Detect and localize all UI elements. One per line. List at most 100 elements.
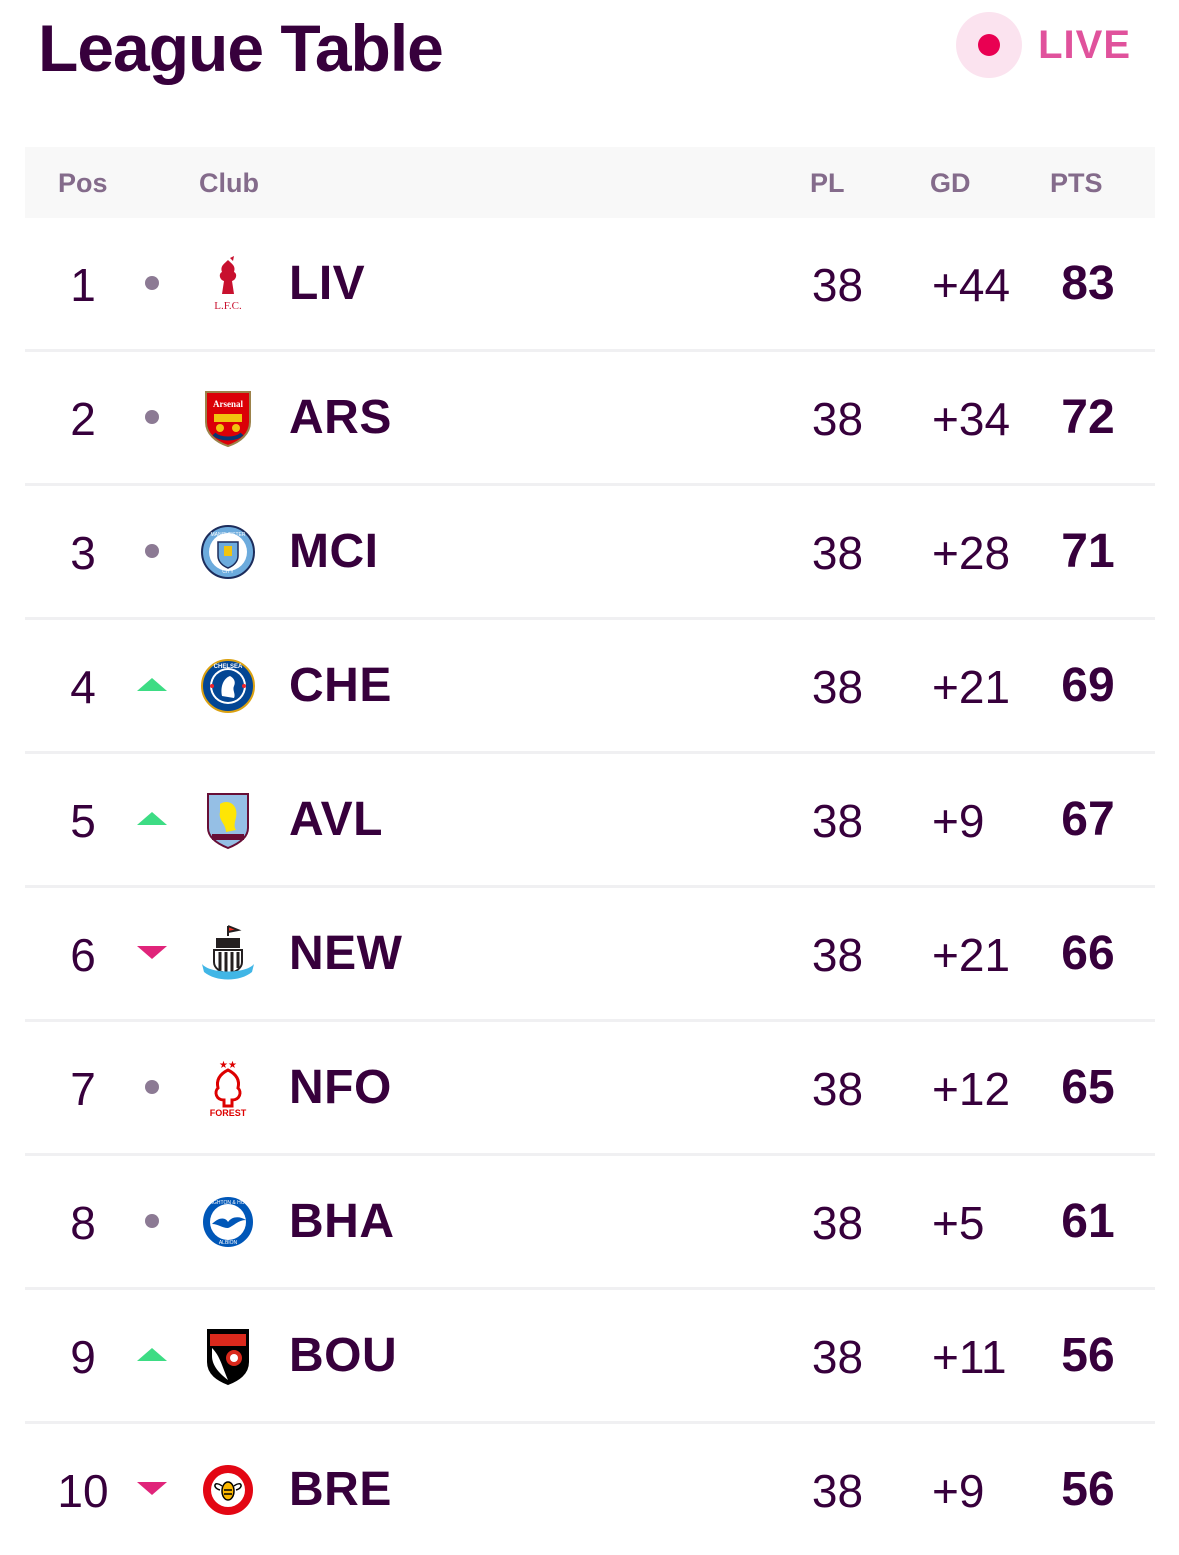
table-row[interactable]: 2 Arsenal ARS 38 +34 72 [25, 352, 1155, 486]
movement-same-icon [137, 273, 167, 293]
club-name[interactable]: AVL [289, 793, 383, 846]
column-header-gd[interactable]: GD [930, 168, 971, 198]
movement-same-icon [137, 407, 167, 427]
movement-down-icon [137, 943, 167, 963]
position: 6 [70, 929, 96, 981]
points: 56 [1061, 1463, 1115, 1516]
svg-text:CITY: CITY [222, 569, 234, 575]
brighton-crest-icon: BRIGHTON & HOVE ALBION [200, 1192, 256, 1252]
club-name[interactable]: BRE [289, 1463, 392, 1516]
position: 9 [70, 1331, 96, 1383]
goal-difference: +12 [932, 1063, 1011, 1115]
table-row[interactable]: 8 BRIGHTON & HOVE ALBION BHA 38 +5 61 [25, 1156, 1155, 1290]
played: 38 [811, 1465, 864, 1517]
column-header-pos[interactable]: Pos [58, 168, 108, 198]
svg-text:MANCHESTER: MANCHESTER [210, 532, 245, 538]
arsenal-crest-icon: Arsenal [200, 388, 256, 448]
position: 10 [57, 1465, 109, 1517]
club-name[interactable]: ARS [289, 391, 392, 444]
svg-text:FOREST: FOREST [210, 1108, 247, 1118]
live-label: LIVE [1038, 22, 1131, 67]
position: 2 [70, 393, 96, 445]
goal-difference: +11 [932, 1331, 1007, 1383]
movement-same-icon [137, 1211, 167, 1231]
aston-villa-crest-icon [200, 790, 256, 850]
chelsea-crest-icon: CHELSEA [200, 656, 256, 716]
points: 66 [1061, 927, 1115, 980]
forest-crest-icon: ★★ FOREST [200, 1058, 256, 1118]
points: 67 [1061, 793, 1115, 846]
svg-text:L.F.C.: L.F.C. [214, 300, 242, 312]
page-title: League Table [38, 11, 444, 85]
bournemouth-crest-icon [200, 1326, 256, 1386]
points: 65 [1061, 1061, 1115, 1114]
svg-text:★★: ★★ [219, 1060, 237, 1071]
position: 5 [70, 795, 96, 847]
club-name[interactable]: MCI [289, 525, 379, 578]
points: 72 [1061, 391, 1115, 444]
table-row[interactable]: 5 AVL 38 +9 67 [25, 754, 1155, 888]
goal-difference: +9 [932, 1465, 985, 1517]
table-row[interactable]: 7 ★★ FOREST NFO 38 +12 65 [25, 1022, 1155, 1156]
svg-text:ALBION: ALBION [219, 1240, 238, 1246]
newcastle-crest-icon [200, 924, 256, 984]
movement-same-icon [137, 541, 167, 561]
goal-difference: +21 [932, 929, 1011, 981]
table-header: Pos Club PL GD PTS [25, 147, 1155, 218]
played: 38 [811, 929, 864, 981]
club-name[interactable]: NEW [289, 927, 403, 980]
club-name[interactable]: CHE [289, 659, 392, 712]
goal-difference: +28 [932, 527, 1011, 579]
club-name[interactable]: BOU [289, 1329, 398, 1382]
points: 69 [1061, 659, 1115, 712]
played: 38 [811, 259, 864, 311]
played: 38 [811, 1063, 864, 1115]
liverpool-crest-icon: L.F.C. [200, 254, 256, 314]
movement-same-icon [137, 1077, 167, 1097]
position: 3 [70, 527, 96, 579]
position: 8 [70, 1197, 96, 1249]
position: 4 [70, 661, 96, 713]
position: 1 [70, 259, 96, 311]
column-header-pts[interactable]: PTS [1050, 168, 1103, 198]
goal-difference: +21 [932, 661, 1011, 713]
goal-difference: +5 [932, 1197, 985, 1249]
played: 38 [811, 795, 864, 847]
brentford-crest-icon [200, 1460, 256, 1520]
played: 38 [811, 1197, 864, 1249]
played: 38 [811, 393, 864, 445]
column-header-pl[interactable]: PL [810, 168, 845, 198]
movement-up-icon [137, 809, 167, 829]
table-row[interactable]: 4 CHELSEA CHE 38 +21 69 [25, 620, 1155, 754]
table-row[interactable]: 9 BOU 38 +11 56 [25, 1290, 1155, 1424]
club-name[interactable]: LIV [289, 257, 366, 310]
man-city-crest-icon: MANCHESTER CITY [200, 522, 256, 582]
played: 38 [811, 527, 864, 579]
played: 38 [811, 1331, 864, 1383]
points: 71 [1061, 525, 1115, 578]
played: 38 [811, 661, 864, 713]
points: 61 [1061, 1195, 1115, 1248]
table-row[interactable]: 1 L.F.C. LIV 38 +44 83 [25, 218, 1155, 352]
position: 7 [70, 1063, 96, 1115]
table-row[interactable]: 3 MANCHESTER CITY MCI 38 +28 71 [25, 486, 1155, 620]
goal-difference: +9 [932, 795, 985, 847]
league-table: Pos Club PL GD PTS 1 L.F.C. LIV 38 +44 83 2 Ars… [25, 147, 1155, 1555]
table-row[interactable]: 6 NEW 38 +21 66 [25, 888, 1155, 1022]
svg-text:Arsenal: Arsenal [213, 399, 243, 409]
movement-up-icon [137, 675, 167, 695]
live-indicator[interactable]: LIVE [956, 12, 1131, 78]
club-name[interactable]: NFO [289, 1061, 392, 1114]
club-name[interactable]: BHA [289, 1195, 395, 1248]
table-body: 1 L.F.C. LIV 38 +44 83 2 Arsenal ARS 38 +34 72 3 MANC… [25, 218, 1155, 1555]
points: 56 [1061, 1329, 1115, 1382]
goal-difference: +34 [932, 393, 1011, 445]
points: 83 [1061, 257, 1115, 310]
table-row[interactable]: 10 BRE 38 +9 56 [25, 1424, 1155, 1555]
svg-text:BRIGHTON & HOVE: BRIGHTON & HOVE [205, 1200, 252, 1206]
svg-text:CHELSEA: CHELSEA [214, 664, 243, 670]
movement-down-icon [137, 1479, 167, 1499]
goal-difference: +44 [932, 259, 1011, 311]
movement-up-icon [137, 1345, 167, 1365]
column-header-club[interactable]: Club [199, 168, 259, 198]
